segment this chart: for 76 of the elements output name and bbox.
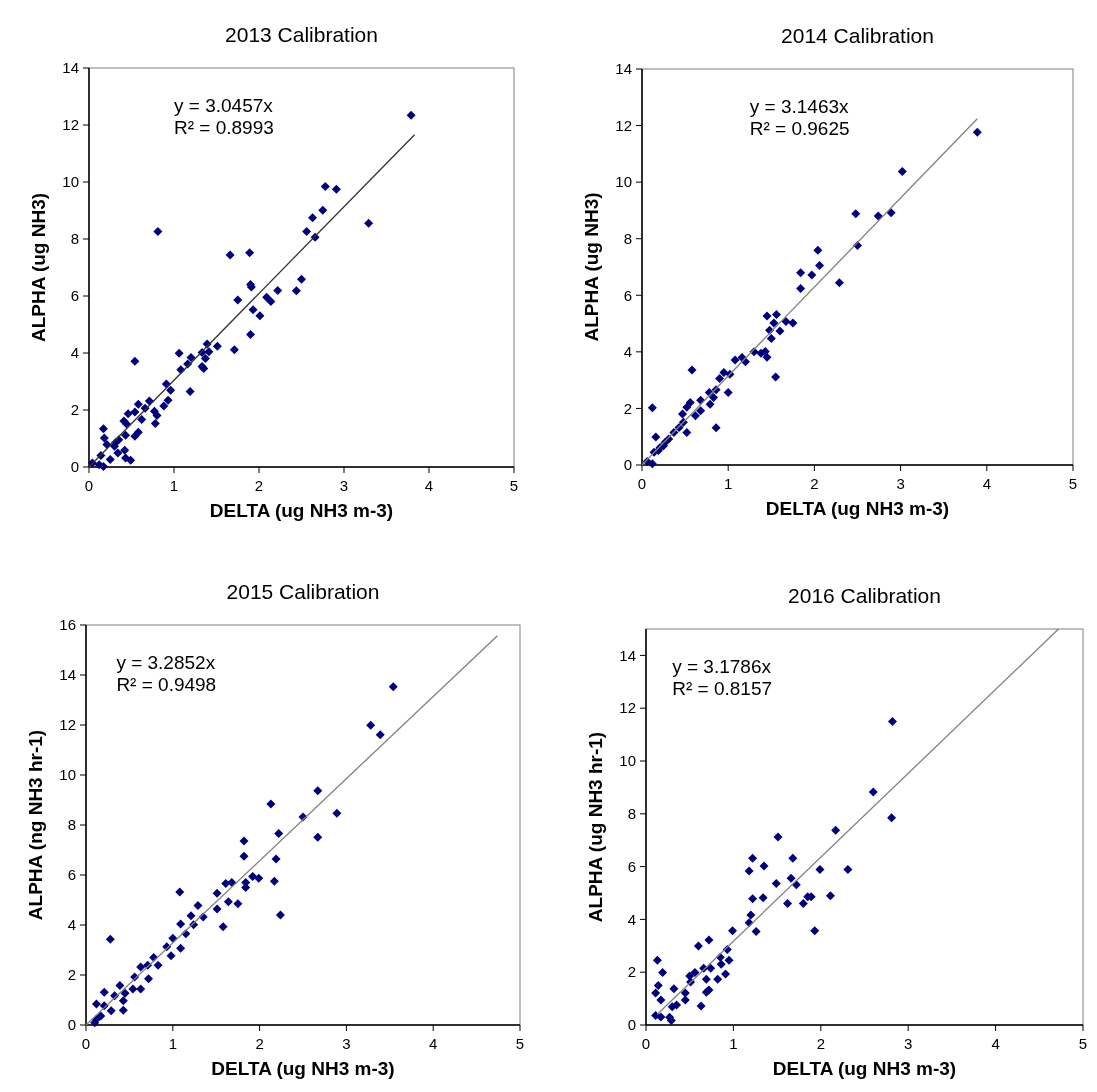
y-axis-title: ALPHA (ng NH3 hr-1)	[25, 729, 46, 921]
chart-title: 2015 Calibration	[226, 580, 380, 603]
y-tick-label: 12	[59, 716, 76, 734]
x-tick-label: 3	[904, 1035, 913, 1052]
x-tick-label: 2	[810, 475, 819, 492]
y-tick-label: 12	[62, 116, 79, 134]
y-tick-label: 10	[615, 173, 632, 191]
x-tick-label: 2	[816, 1035, 825, 1052]
y-tick-label: 4	[67, 916, 76, 934]
y-tick-label: 16	[59, 616, 76, 634]
x-axis-title: DELTA (ug NH3 m-3)	[772, 1058, 957, 1079]
x-axis-title: DELTA (ug NH3 m-3)	[209, 500, 394, 521]
y-tick-label: 4	[627, 910, 636, 928]
annotation: y = 3.1786x	[672, 656, 772, 677]
y-tick-label: 0	[70, 458, 79, 476]
x-tick-label: 4	[429, 1035, 438, 1052]
chart-title: 2013 Calibration	[225, 23, 378, 46]
y-axis-title: ALPHA (ug NH3 hr-1)	[585, 731, 606, 923]
annotation: R² = 0.8993	[174, 117, 274, 138]
x-axis-title: DELTA (ug NH3 m-3)	[765, 498, 950, 519]
y-tick-label: 8	[67, 816, 76, 834]
x-tick-label: 2	[255, 1035, 264, 1052]
y-tick-label: 6	[67, 866, 76, 884]
x-tick-label: 4	[424, 477, 434, 494]
x-tick-label: 5	[509, 477, 519, 494]
x-tick-label: 1	[729, 1035, 738, 1052]
annotation: R² = 0.9625	[749, 118, 850, 139]
y-tick-label: 12	[619, 699, 636, 717]
y-tick-label: 0	[627, 1016, 636, 1034]
y-tick-label: 6	[70, 287, 79, 305]
chart-title: 2016 Calibration	[788, 584, 941, 607]
y-tick-label: 0	[67, 1016, 76, 1034]
annotation: R² = 0.8157	[672, 678, 773, 699]
y-axis-title: ALPHA (ug NH3)	[581, 192, 602, 342]
y-tick-label: 12	[615, 116, 632, 134]
y-tick-label: 14	[59, 666, 76, 684]
y-tick-label: 14	[615, 60, 632, 78]
x-tick-label: 1	[169, 477, 179, 494]
x-tick-label: 1	[168, 1035, 177, 1052]
x-axis-title: DELTA (ug NH3 m-3)	[211, 1058, 395, 1079]
annotation: y = 3.0457x	[174, 95, 274, 116]
x-tick-label: 1	[724, 475, 733, 492]
y-tick-label: 4	[70, 344, 79, 362]
y-tick-label: 14	[619, 646, 636, 664]
annotation: R² = 0.9498	[116, 674, 217, 695]
y-tick-label: 6	[627, 857, 636, 875]
y-tick-label: 0	[623, 456, 632, 474]
y-tick-label: 2	[627, 963, 636, 981]
y-tick-label: 10	[619, 752, 636, 770]
y-tick-label: 2	[623, 399, 632, 417]
x-tick-label: 0	[641, 1035, 651, 1052]
y-tick-label: 6	[623, 286, 632, 304]
y-tick-label: 8	[70, 230, 79, 248]
annotation: y = 3.1463x	[749, 96, 850, 117]
y-tick-label: 10	[62, 173, 79, 191]
y-tick-label: 14	[62, 59, 79, 77]
x-tick-label: 5	[515, 1035, 525, 1052]
y-tick-label: 2	[70, 401, 79, 419]
x-tick-label: 5	[1078, 1035, 1088, 1052]
x-tick-label: 5	[1068, 475, 1078, 492]
chart-title: 2014 Calibration	[781, 24, 934, 47]
y-tick-label: 2	[67, 966, 76, 984]
x-tick-label: 0	[84, 477, 94, 494]
x-tick-label: 3	[342, 1035, 351, 1052]
x-tick-label: 4	[982, 475, 991, 492]
annotation: y = 3.2852x	[116, 652, 216, 673]
y-tick-label: 8	[627, 805, 636, 823]
x-tick-label: 0	[81, 1035, 91, 1052]
y-axis-title: ALPHA (ug NH3)	[28, 192, 49, 343]
x-tick-label: 3	[896, 475, 905, 492]
y-tick-label: 4	[623, 343, 632, 361]
y-tick-label: 10	[59, 766, 76, 784]
x-tick-label: 3	[339, 477, 349, 494]
x-tick-label: 2	[254, 477, 264, 494]
x-tick-label: 4	[991, 1035, 1000, 1052]
y-tick-label: 8	[623, 229, 632, 247]
